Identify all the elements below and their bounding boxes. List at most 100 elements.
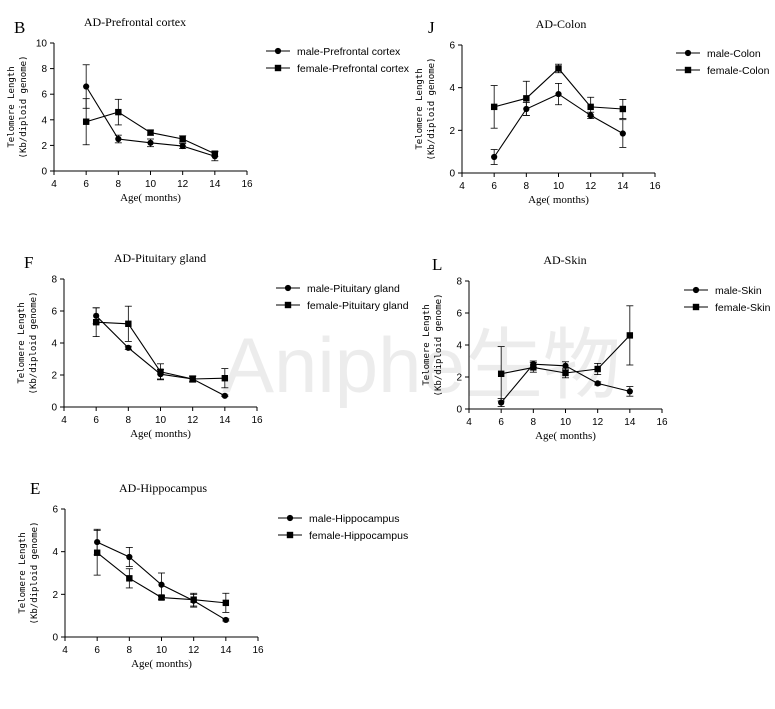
y-axis-title-line1: Telomere Length	[415, 68, 425, 149]
y-tick-label: 2	[456, 373, 462, 384]
chart-panels: B AD-Prefrontal cortex 0 2 4 6 8 10 4 6 8 10 12 14 16 A…	[7, 15, 771, 670]
data-point-square	[179, 135, 186, 143]
data-point-circle	[158, 581, 165, 588]
data-point-square	[523, 95, 530, 102]
legend-marker-square	[274, 64, 282, 72]
data-point-square	[92, 319, 100, 326]
legend-label: female-Skin	[715, 302, 771, 314]
data-point-square	[189, 375, 196, 383]
x-tick-label: 4	[466, 417, 472, 428]
y-axis-title-line2: (Kb/diploid genome)	[19, 56, 29, 159]
series-male	[93, 528, 230, 624]
y-tick-label: 6	[52, 505, 58, 516]
legend-marker-circle	[684, 49, 692, 57]
panel-letter: L	[432, 255, 442, 274]
x-tick-label: 12	[585, 181, 597, 192]
y-tick-label: 2	[41, 141, 47, 152]
legend-marker-square	[684, 66, 692, 74]
y-axis-title: Telomere Length (Kb/diploid genome)	[17, 292, 39, 395]
data-point-square	[497, 370, 505, 377]
x-tick-label: 14	[219, 415, 231, 426]
x-tick-label: 6	[83, 179, 89, 190]
x-tick-label: 8	[531, 417, 537, 428]
x-tick-label: 4	[51, 179, 57, 190]
x-tick-label: 8	[524, 181, 530, 192]
chart-panel-l: L AD-Skin 0 2 4 6 8 4 6 8 10 12 14 16 Age( months) Telo…	[422, 253, 771, 442]
series-female	[490, 63, 627, 129]
y-tick-label: 4	[449, 83, 455, 94]
legend-label: female-Hippocampus	[309, 530, 408, 542]
x-tick-label: 12	[177, 179, 189, 190]
y-tick-label: 2	[51, 371, 57, 382]
panel-letter: F	[24, 253, 33, 272]
data-point-square	[147, 129, 154, 136]
x-tick-label: 16	[241, 179, 253, 190]
y-axis-title-line1: Telomere Length	[7, 66, 17, 147]
data-point-square	[222, 599, 230, 607]
series-male	[92, 307, 229, 399]
chart-panel-j: J AD-Colon 0 2 4 6 4 6 8 10 12 14 16 Age( months) Telo…	[415, 17, 770, 206]
legend-label: female-Pituitary gland	[307, 300, 409, 312]
series-female	[497, 305, 634, 402]
chart-title: AD-Pituitary gland	[114, 251, 206, 265]
y-tick-label: 10	[36, 39, 48, 50]
x-tick-label: 10	[553, 181, 565, 192]
legend-marker-circle	[692, 286, 700, 294]
legend: male-Colon female-Colon	[676, 48, 770, 77]
series-female	[82, 98, 219, 157]
data-point-circle	[83, 83, 90, 90]
chart-title: AD-Colon	[536, 17, 587, 31]
y-axis-title: Telomere Length (Kb/diploid genome)	[7, 56, 29, 159]
data-point-circle	[562, 362, 569, 369]
data-point-square	[158, 594, 165, 601]
y-tick-label: 6	[449, 41, 455, 52]
y-tick-label: 6	[41, 90, 47, 101]
y-tick-label: 0	[52, 633, 58, 644]
x-tick-label: 8	[116, 179, 122, 190]
legend-label: male-Colon	[707, 48, 761, 60]
y-tick-label: 6	[51, 307, 57, 318]
x-tick-label: 16	[251, 415, 263, 426]
x-tick-label: 14	[220, 645, 232, 656]
data-point-square	[530, 364, 537, 371]
panel-letter: J	[428, 18, 435, 37]
data-point-square	[626, 332, 634, 339]
y-tick-label: 8	[41, 64, 47, 75]
x-tick-label: 16	[656, 417, 668, 428]
y-tick-label: 4	[456, 341, 462, 352]
legend: male-Skin female-Skin	[684, 285, 771, 314]
x-tick-label: 14	[617, 181, 629, 192]
data-point-square	[125, 320, 132, 327]
y-tick-label: 2	[449, 126, 455, 137]
x-tick-label: 16	[649, 181, 661, 192]
data-point-circle	[222, 616, 229, 624]
y-tick-label: 2	[52, 590, 58, 601]
panel-letter: B	[14, 18, 25, 37]
chart-panel-b: B AD-Prefrontal cortex 0 2 4 6 8 10 4 6 8 10 12 14 16 A…	[7, 15, 410, 204]
data-point-circle	[491, 153, 498, 161]
x-tick-label: 8	[127, 645, 133, 656]
data-point-square	[82, 118, 90, 125]
data-point-square	[126, 575, 133, 582]
y-tick-label: 4	[51, 339, 57, 350]
chart-title: AD-Skin	[543, 253, 586, 267]
x-tick-label: 4	[459, 181, 465, 192]
x-axis-title: Age( months)	[131, 658, 192, 670]
data-point-circle	[594, 380, 601, 387]
x-tick-label: 8	[126, 415, 132, 426]
y-axis-title-line1: Telomere Length	[18, 532, 28, 613]
x-tick-label: 6	[94, 645, 100, 656]
legend: male-Pituitary gland female-Pituitary gla…	[276, 283, 409, 312]
legend-marker-circle	[286, 514, 294, 522]
legend-marker-square	[284, 301, 292, 309]
data-point-circle	[619, 130, 626, 137]
data-point-square	[490, 103, 498, 111]
data-point-square	[190, 596, 197, 603]
x-tick-label: 10	[155, 415, 167, 426]
x-tick-label: 16	[252, 645, 264, 656]
data-point-square	[562, 369, 569, 377]
legend-label: male-Prefrontal cortex	[297, 46, 401, 58]
data-point-square	[211, 150, 219, 157]
y-tick-label: 0	[456, 405, 462, 416]
